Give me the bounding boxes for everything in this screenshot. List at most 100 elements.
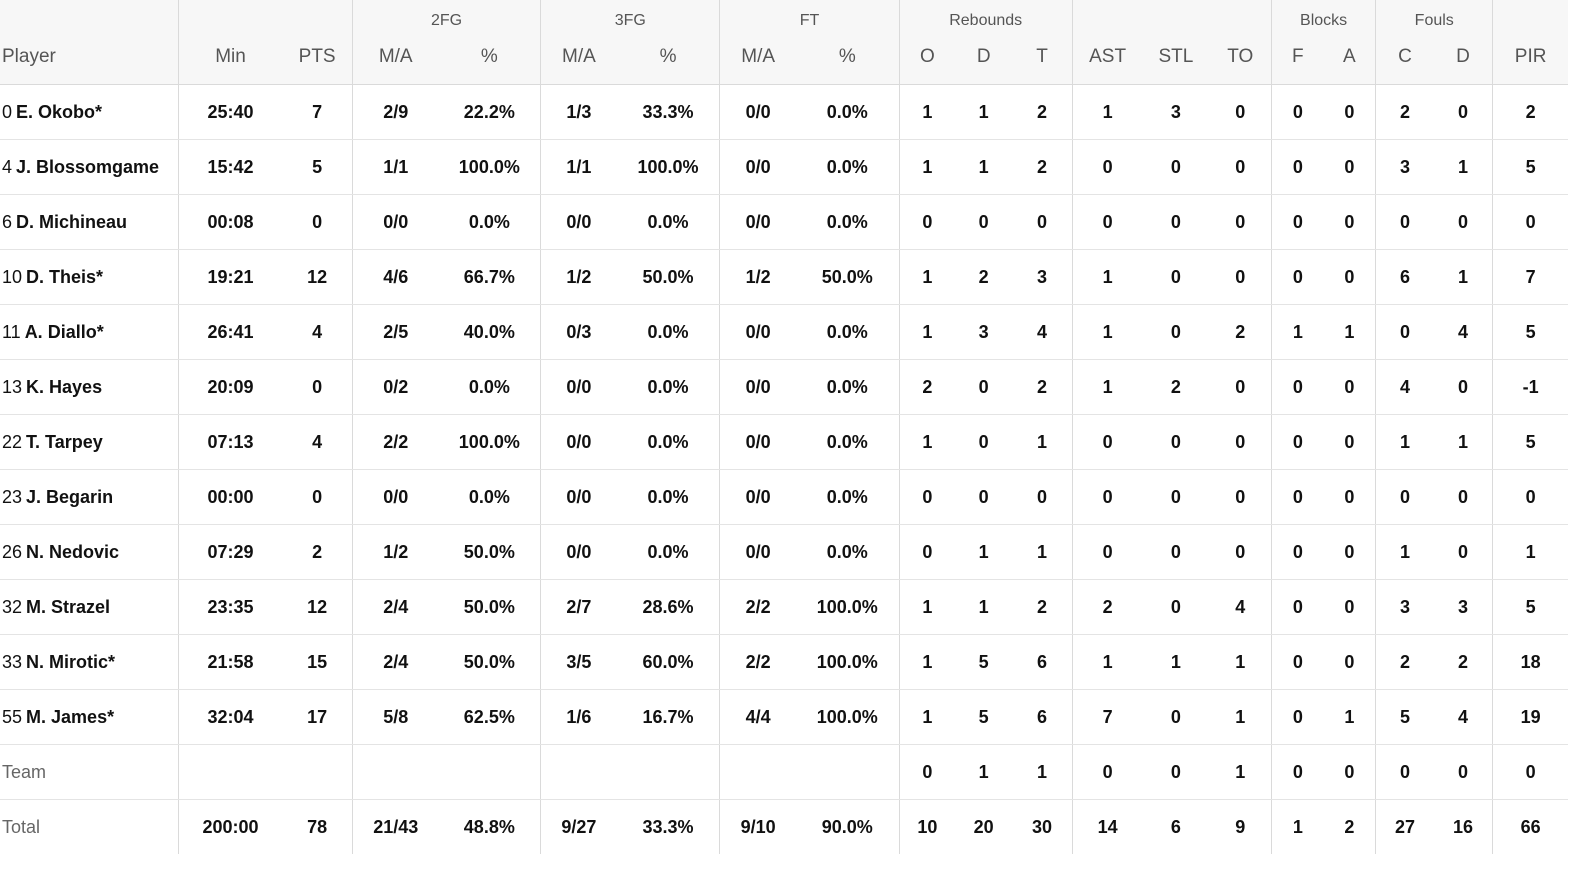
player-cell[interactable]: 55 M. James* [0,689,179,745]
col-header-2fg-pct[interactable]: % [438,30,541,85]
cell-stl: 0 [1142,414,1210,470]
cell-foul-d: 0 [1433,744,1493,800]
table-body: 0 E. Okobo* 25:40 7 2/9 22.2% 1/3 33.3% 0/0 0.0% 1… [0,84,1568,854]
cell-pir: 5 [1492,414,1568,470]
cell-pir: 5 [1492,579,1568,635]
cell-pts: 2 [282,524,353,580]
player-row[interactable]: 32 M. Strazel 23:35 12 2/4 50.0% 2/7 28.6% 2/2 10… [0,579,1568,635]
team-label: Team [0,744,179,800]
player-cell[interactable]: 6 D. Michineau [0,194,179,250]
cell-ast: 0 [1071,524,1143,580]
player-cell[interactable]: 22 T. Tarpey [0,414,179,470]
col-header-ast[interactable]: AST [1071,30,1143,85]
cell-fg2-pct: 0.0% [438,359,541,415]
player-name-link[interactable]: A. Diallo* [24,321,104,342]
player-cell[interactable]: 13 K. Hayes [0,359,179,415]
cell-pts: 5 [282,139,353,195]
cell-blk-f: 0 [1271,249,1324,305]
player-row[interactable]: 33 N. Mirotic* 21:58 15 2/4 50.0% 3/5 60.0% 2/2 1… [0,634,1568,690]
col-header-player[interactable]: Player [0,30,179,85]
player-name-link[interactable]: T. Tarpey [26,431,103,452]
cell-foul-c: 2 [1375,634,1434,690]
cell-foul-c: 5 [1375,689,1434,745]
player-row[interactable]: 11 A. Diallo* 26:41 4 2/5 40.0% 0/3 0.0% 0/0 0.0%… [0,304,1568,360]
total-label: Total [2,816,41,837]
player-name-link[interactable]: N. Nedovic [26,541,120,562]
col-header-ft-ma[interactable]: M/A [719,30,796,85]
player-cell[interactable]: 11 A. Diallo* [0,304,179,360]
player-name-link[interactable]: J. Begarin [26,486,114,507]
player-cell[interactable]: 4 J. Blossomgame [0,139,179,195]
player-cell[interactable]: 32 M. Strazel [0,579,179,635]
cell-stl: 6 [1170,816,1181,837]
col-header-blk-a[interactable]: A [1323,30,1376,85]
cell-pts: 4 [282,304,353,360]
col-header-3fg-pct[interactable]: % [616,30,720,85]
player-name-link[interactable]: E. Okobo* [16,101,103,122]
cell-fg2-pct: 48.8% [463,816,515,837]
player-row[interactable]: 6 D. Michineau 00:08 0 0/0 0.0% 0/0 0.0% 0/0 0.0%… [0,194,1568,250]
cell-stl: 0 [1142,469,1210,525]
cell-foul-d: 1 [1433,139,1493,195]
col-header-ft-pct[interactable]: % [795,30,900,85]
player-cell[interactable]: 26 N. Nedovic [0,524,179,580]
col-header-foul-c[interactable]: C [1375,30,1434,85]
cell-reb-t: 2 [1012,359,1073,415]
cell-blk-f: 0 [1271,689,1324,745]
player-name-link[interactable]: K. Hayes [26,376,103,397]
table-header: 2FG 3FG FT Rebounds Blocks Fouls Player … [0,0,1568,85]
player-row[interactable]: 13 K. Hayes 20:09 0 0/2 0.0% 0/0 0.0% 0/0 0.0% 2 0 2… [0,359,1568,415]
cell-reb-o: 1 [898,579,956,635]
player-cell[interactable]: 33 N. Mirotic* [0,634,179,690]
cell-blk-a: 1 [1323,304,1376,360]
player-cell[interactable]: 0 E. Okobo* [0,84,179,140]
col-header-stl[interactable]: STL [1142,30,1210,85]
cell-fg2-pct: 50.0% [438,634,541,690]
player-number: 55 [2,706,23,727]
col-header-pts[interactable]: PTS [282,30,353,85]
player-cell[interactable]: 23 J. Begarin [0,469,179,525]
player-row[interactable]: 26 N. Nedovic 07:29 2 1/2 50.0% 0/0 0.0% 0/0 0.0%… [0,524,1568,580]
player-row[interactable]: 55 M. James* 32:04 17 5/8 62.5% 1/6 16.7% 4/4 100… [0,689,1568,745]
cell-reb-t: 0 [1012,469,1073,525]
col-header-to[interactable]: TO [1209,30,1272,85]
player-name-link[interactable]: D. Theis* [26,266,104,287]
player-name-link[interactable]: N. Mirotic* [26,651,116,672]
col-header-2fg-ma[interactable]: M/A [351,30,439,85]
col-header-reb-d[interactable]: D [955,30,1013,85]
col-header-pir[interactable]: PIR [1492,30,1568,85]
cell-fg3-pct: 50.0% [616,249,720,305]
col-header-reb-o[interactable]: O [898,30,956,85]
player-name-link[interactable]: D. Michineau [16,211,128,232]
cell-reb-t: 30 [1032,816,1053,837]
cell-blk-f: 0 [1271,414,1324,470]
cell-fg3-ma: 1/2 [540,249,617,305]
col-header-blk-f[interactable]: F [1271,30,1324,85]
player-name-link[interactable]: M. James* [26,706,115,727]
player-name-link[interactable]: M. Strazel [26,596,111,617]
player-number: 22 [2,431,23,452]
col-header-min[interactable]: Min [177,30,283,85]
cell-reb-o: 10 [898,799,956,854]
cell-stl: 0 [1142,139,1210,195]
cell-fg3-pct: 33.3% [616,84,720,140]
cell-pts: 7 [282,84,353,140]
player-row[interactable]: 22 T. Tarpey 07:13 4 2/2 100.0% 0/0 0.0% 0/0 0.0%… [0,414,1568,470]
player-row[interactable]: 4 J. Blossomgame 15:42 5 1/1 100.0% 1/1 100.0% 0… [0,139,1568,195]
player-row[interactable]: 0 E. Okobo* 25:40 7 2/9 22.2% 1/3 33.3% 0/0 0.0% 1… [0,84,1568,140]
cell-foul-d: 0 [1433,194,1493,250]
player-cell[interactable]: 10 D. Theis* [0,249,179,305]
cell-blk-a: 0 [1323,359,1376,415]
cell-stl: 0 [1142,579,1210,635]
player-row[interactable]: 10 D. Theis* 19:21 12 4/6 66.7% 1/2 50.0% 1/2 50.… [0,249,1568,305]
col-header-3fg-ma[interactable]: M/A [540,30,617,85]
cell-fg3-pct: 33.3% [642,816,694,837]
col-header-foul-d[interactable]: D [1433,30,1493,85]
cell-ft-pct: 50.0% [795,249,900,305]
player-row[interactable]: 23 J. Begarin 00:00 0 0/0 0.0% 0/0 0.0% 0/0 0.0% 0… [0,469,1568,525]
col-header-reb-t[interactable]: T [1012,30,1073,85]
cell-fg2-ma: 2/4 [351,579,439,635]
cell-reb-t: 3 [1012,249,1073,305]
player-name-link[interactable]: J. Blossomgame [16,156,160,177]
cell-fg3-ma [540,744,617,800]
